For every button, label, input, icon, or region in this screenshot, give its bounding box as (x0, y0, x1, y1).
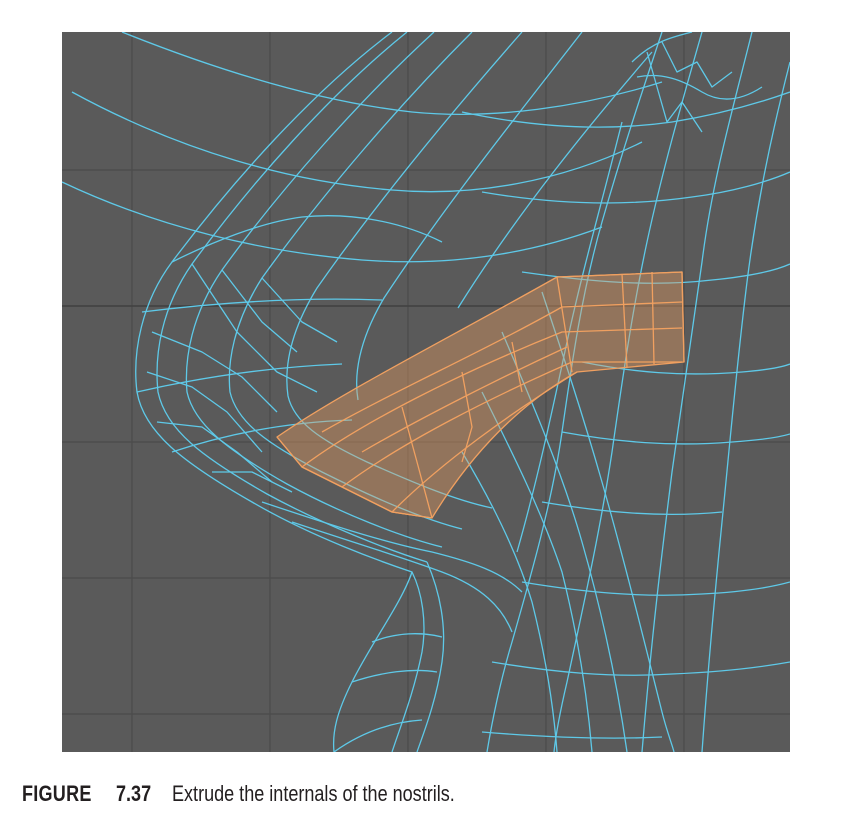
nose-wireframe-render (62, 32, 790, 752)
extruded-nostril-selection (276, 271, 685, 519)
figure-label: FIGURE (22, 781, 92, 806)
figure-caption-text: Extrude the internals of the nostrils. (172, 781, 455, 806)
mesh-wireframe (62, 32, 790, 752)
figure-caption: FIGURE 7.37 Extrude the internals of the… (22, 781, 517, 811)
3d-viewport (62, 32, 790, 752)
figure-number: 7.37 (116, 781, 152, 806)
